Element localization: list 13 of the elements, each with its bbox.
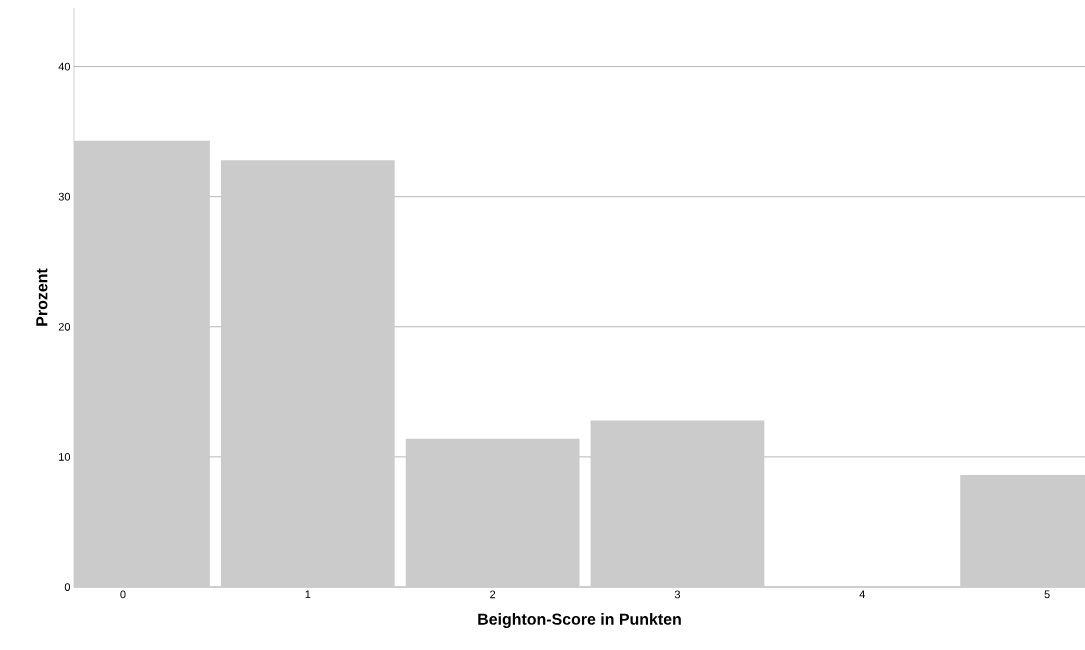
x-tick-label: 3 [674,590,681,599]
x-tick-label: 4 [859,590,865,599]
y-tick-label: 0 [64,583,71,591]
y-tick-label: 30 [58,192,71,201]
y-axis-title: Prozent [36,268,48,326]
x-tick-label: 5 [1044,590,1050,599]
x-axis-title: Beighton-Score in Punkten [478,613,681,629]
y-tick-label: 10 [59,453,71,461]
x-tick-label: 2 [490,590,496,599]
y-tick-label: 40 [58,62,71,71]
x-tick-label: 0 [120,590,126,599]
y-tick-label: 20 [58,322,71,331]
x-tick-label: 1 [305,590,311,599]
